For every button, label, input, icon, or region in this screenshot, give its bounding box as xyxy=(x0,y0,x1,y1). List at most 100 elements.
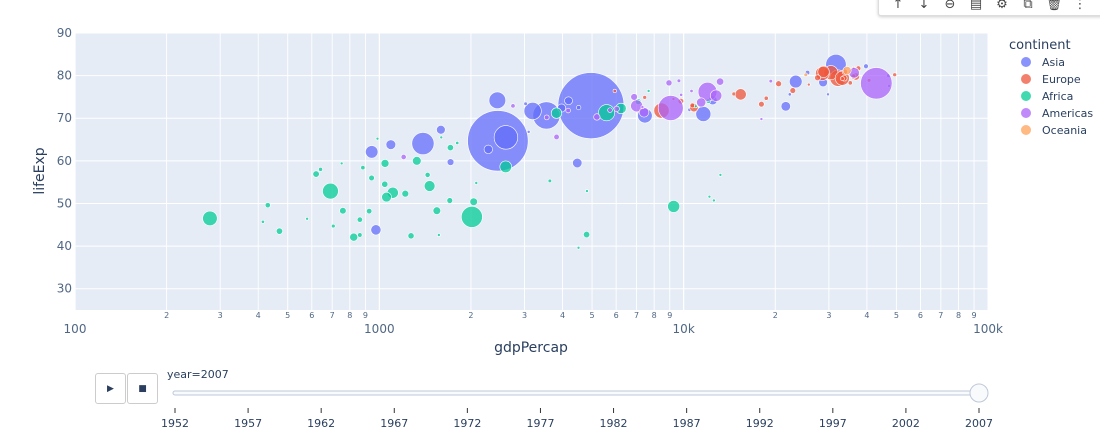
data-point[interactable] xyxy=(526,130,531,134)
data-point[interactable] xyxy=(318,167,323,172)
slider-handle[interactable] xyxy=(969,383,989,403)
data-point[interactable] xyxy=(565,107,571,114)
data-point[interactable] xyxy=(863,63,869,69)
data-point[interactable] xyxy=(264,202,271,209)
legend-item-asia[interactable]: Asia xyxy=(1021,56,1065,69)
data-point[interactable] xyxy=(401,189,410,198)
data-point[interactable] xyxy=(814,74,821,82)
link-icon[interactable]: ⊖ xyxy=(944,0,956,12)
gear-icon[interactable]: ⚙ xyxy=(996,0,1008,12)
data-point[interactable] xyxy=(638,107,650,118)
data-point[interactable] xyxy=(780,101,791,112)
data-point[interactable] xyxy=(860,67,893,100)
data-point[interactable] xyxy=(400,154,407,160)
data-point[interactable] xyxy=(461,205,483,228)
data-point[interactable] xyxy=(613,105,620,112)
data-point[interactable] xyxy=(657,95,684,121)
more-icon[interactable]: ⋮ xyxy=(1073,0,1087,12)
data-point[interactable] xyxy=(679,92,684,97)
data-point[interactable] xyxy=(446,158,455,166)
data-point[interactable] xyxy=(789,74,803,89)
data-point[interactable] xyxy=(707,194,712,199)
data-point[interactable] xyxy=(607,107,613,113)
data-point[interactable] xyxy=(432,206,441,215)
data-point[interactable] xyxy=(630,93,638,101)
data-point[interactable] xyxy=(357,232,363,238)
data-point[interactable] xyxy=(312,170,320,178)
data-point[interactable] xyxy=(689,102,696,109)
data-point[interactable] xyxy=(407,232,415,240)
data-point[interactable] xyxy=(469,197,478,206)
data-point[interactable] xyxy=(365,145,379,159)
data-point[interactable] xyxy=(734,88,747,101)
data-point[interactable] xyxy=(322,182,339,200)
data-point[interactable] xyxy=(642,95,647,100)
data-point[interactable] xyxy=(412,156,422,166)
data-point[interactable] xyxy=(803,72,808,77)
legend-item-europe[interactable]: Europe xyxy=(1021,73,1081,86)
data-point[interactable] xyxy=(368,174,375,182)
data-point[interactable] xyxy=(583,231,591,239)
data-point[interactable] xyxy=(510,103,516,109)
data-point[interactable] xyxy=(759,117,764,121)
data-point[interactable] xyxy=(696,97,707,108)
data-point[interactable] xyxy=(370,224,382,236)
data-point[interactable] xyxy=(381,180,389,188)
data-point[interactable] xyxy=(640,105,645,109)
data-point[interactable] xyxy=(375,136,380,141)
legend-item-oceania[interactable]: Oceania xyxy=(1021,124,1087,137)
data-point[interactable] xyxy=(360,165,366,171)
data-point[interactable] xyxy=(667,200,680,213)
data-point[interactable] xyxy=(305,217,309,221)
data-point[interactable] xyxy=(339,161,344,166)
data-point[interactable] xyxy=(710,89,723,102)
data-point[interactable] xyxy=(693,104,698,109)
data-point[interactable] xyxy=(202,210,218,226)
data-point[interactable] xyxy=(356,216,363,223)
data-point[interactable] xyxy=(787,92,792,97)
data-point[interactable] xyxy=(564,96,573,106)
data-point[interactable] xyxy=(585,189,589,193)
data-point[interactable] xyxy=(547,178,552,183)
data-point[interactable] xyxy=(493,125,519,150)
data-point[interactable] xyxy=(731,91,737,97)
data-point[interactable] xyxy=(593,113,601,121)
data-point[interactable] xyxy=(665,79,673,87)
data-point[interactable] xyxy=(572,157,583,169)
data-point[interactable] xyxy=(842,66,852,75)
data-point[interactable] xyxy=(847,80,853,86)
data-point[interactable] xyxy=(474,181,479,185)
data-point[interactable] xyxy=(557,72,625,139)
data-point[interactable] xyxy=(436,125,446,135)
data-point[interactable] xyxy=(483,144,493,154)
data-point[interactable] xyxy=(576,105,582,111)
data-point[interactable] xyxy=(381,191,392,203)
data-point[interactable] xyxy=(488,91,507,110)
data-point[interactable] xyxy=(553,133,560,141)
data-point[interactable] xyxy=(550,107,563,119)
comment-icon[interactable]: ▤ xyxy=(969,0,983,12)
data-point[interactable] xyxy=(349,232,359,242)
data-point[interactable] xyxy=(446,197,453,204)
arrow-up-icon[interactable]: ↑ xyxy=(892,0,904,12)
data-point[interactable] xyxy=(275,227,283,235)
data-point[interactable] xyxy=(455,140,460,145)
data-point[interactable] xyxy=(424,172,431,178)
data-point[interactable] xyxy=(261,219,265,224)
data-point[interactable] xyxy=(523,101,528,106)
data-point[interactable] xyxy=(437,233,441,237)
data-point[interactable] xyxy=(423,180,436,192)
data-point[interactable] xyxy=(543,114,550,121)
data-point[interactable] xyxy=(366,208,373,215)
data-point[interactable] xyxy=(775,80,782,87)
data-point[interactable] xyxy=(712,198,716,203)
data-point[interactable] xyxy=(646,89,651,93)
data-point[interactable] xyxy=(339,207,347,215)
data-point[interactable] xyxy=(768,79,773,84)
data-point[interactable] xyxy=(758,100,765,108)
data-point[interactable] xyxy=(892,72,897,78)
data-point[interactable] xyxy=(676,78,682,83)
data-point[interactable] xyxy=(576,245,581,250)
data-point[interactable] xyxy=(817,65,830,78)
data-point[interactable] xyxy=(689,88,694,93)
